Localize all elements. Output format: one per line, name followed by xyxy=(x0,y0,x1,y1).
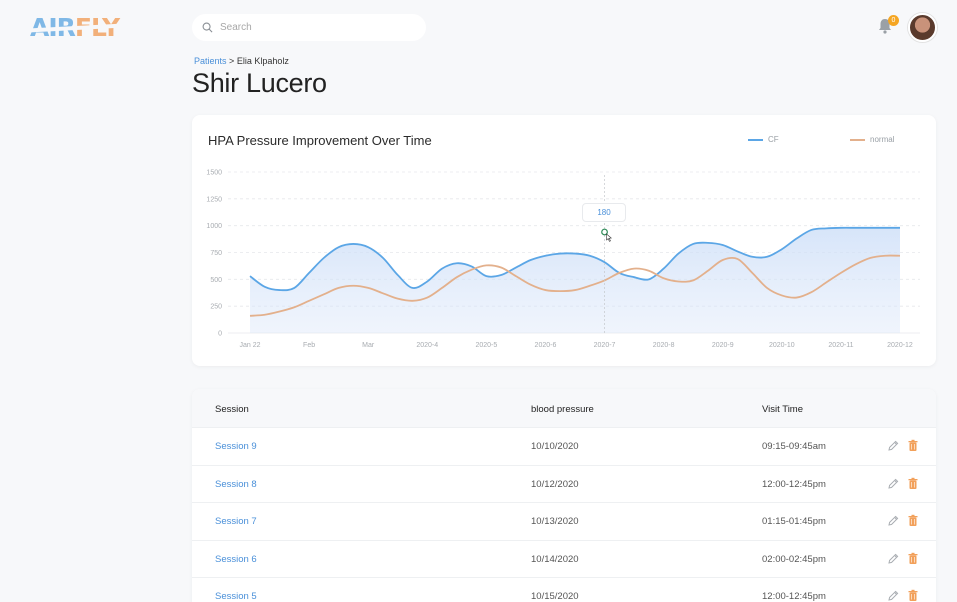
visit-time: 01:15-01:45pm xyxy=(762,516,826,527)
line-chart: 0 250 500 750 1000 1250 1500 Jan 22 Feb Mar 2020-4… xyxy=(206,170,920,349)
x-tick-label: Jan 22 xyxy=(239,342,260,349)
table-row[interactable]: Session 5 10/15/2020 12:00-12:45pm xyxy=(192,577,936,602)
breadcrumb-patients-link[interactable]: Patients xyxy=(194,56,227,66)
table-row[interactable]: Session 9 10/10/2020 09:15-09:45am xyxy=(192,427,936,465)
x-tick-label: 2020-9 xyxy=(712,342,734,349)
column-header-session[interactable]: Session xyxy=(215,404,249,415)
series-line-cf xyxy=(249,226,900,292)
visit-time: 09:15-09:45am xyxy=(762,441,826,452)
table-body: Session 9 10/10/2020 09:15-09:45am Sessi… xyxy=(192,427,936,602)
column-header-visit-time[interactable]: Visit Time xyxy=(762,404,804,415)
visit-time: 12:00-12:45pm xyxy=(762,478,826,490)
trash-icon[interactable] xyxy=(907,514,919,527)
legend-label-normal: normal xyxy=(870,135,895,144)
search-icon xyxy=(202,22,213,33)
y-tick-label: 1000 xyxy=(206,223,222,230)
blood-pressure-date: 10/12/2020 xyxy=(531,478,579,490)
x-tick-label: 2020-10 xyxy=(769,342,795,349)
chart-tooltip: 180 xyxy=(582,203,626,222)
table-row[interactable]: Session 7 10/13/2020 01:15-01:45pm xyxy=(192,502,936,540)
pencil-icon[interactable] xyxy=(887,514,899,527)
x-tick-label: 2020-8 xyxy=(653,342,675,349)
cursor-icon xyxy=(606,233,612,242)
x-tick-label: 2020-12 xyxy=(887,342,913,349)
column-header-blood-pressure[interactable]: blood pressure xyxy=(531,404,594,415)
session-link[interactable]: Session 6 xyxy=(215,553,257,565)
search-input[interactable] xyxy=(220,22,410,33)
sessions-table: Session blood pressure Visit Time Sessio… xyxy=(192,389,936,602)
table-row[interactable]: Session 6 10/14/2020 02:00-02:45pm xyxy=(192,539,936,578)
chart-card: HPA Pressure Improvement Over Time CF no… xyxy=(192,115,936,366)
legend-item-cf[interactable]: CF xyxy=(748,135,779,144)
y-tick-label: 750 xyxy=(210,250,222,257)
notification-badge: 0 xyxy=(888,15,899,26)
trash-icon[interactable] xyxy=(907,477,919,490)
table-row[interactable]: Session 8 10/12/2020 12:00-12:45pm xyxy=(192,464,936,503)
series-area-cf xyxy=(250,227,900,333)
pencil-icon[interactable] xyxy=(887,477,899,490)
y-tick-label: 0 xyxy=(218,331,222,338)
legend-swatch-cf xyxy=(748,138,763,141)
user-avatar[interactable] xyxy=(908,13,937,42)
y-tick-label: 1250 xyxy=(206,196,222,203)
pencil-icon[interactable] xyxy=(887,439,899,452)
blood-pressure-date: 10/15/2020 xyxy=(531,591,579,602)
session-link[interactable]: Session 8 xyxy=(215,478,257,490)
blood-pressure-date: 10/13/2020 xyxy=(531,516,579,527)
x-tick-label: Mar xyxy=(362,342,375,349)
x-tick-label: 2020-7 xyxy=(594,342,616,349)
breadcrumb-current: Elia Klpaholz xyxy=(236,56,289,66)
session-link[interactable]: Session 7 xyxy=(215,516,257,527)
pencil-icon[interactable] xyxy=(887,552,899,565)
x-tick-label: 2020-4 xyxy=(416,342,438,349)
y-tick-label: 1500 xyxy=(206,170,222,177)
trash-icon[interactable] xyxy=(907,439,919,452)
page-title: Shir Lucero xyxy=(192,68,327,98)
x-tick-label: 2020-5 xyxy=(475,342,497,349)
legend-label-cf: CF xyxy=(768,135,779,144)
search-bar[interactable] xyxy=(192,14,426,41)
y-tick-label: 500 xyxy=(210,277,222,284)
hover-point xyxy=(601,228,608,236)
session-link[interactable]: Session 9 xyxy=(215,441,257,452)
y-tick-label: 250 xyxy=(210,304,222,311)
visit-time: 02:00-02:45pm xyxy=(762,553,826,565)
x-tick-label: Feb xyxy=(303,342,315,349)
breadcrumb-separator: > xyxy=(229,56,235,66)
x-tick-label: 2020-11 xyxy=(828,342,853,349)
legend-item-normal[interactable]: normal xyxy=(850,135,894,144)
x-tick-label: 2020-6 xyxy=(535,342,557,349)
session-link[interactable]: Session 5 xyxy=(215,591,257,602)
blood-pressure-date: 10/14/2020 xyxy=(531,553,579,565)
blood-pressure-date: 10/10/2020 xyxy=(531,441,579,452)
table-header: Session blood pressure Visit Time xyxy=(192,389,936,427)
visit-time: 12:00-12:45pm xyxy=(762,591,826,602)
legend-swatch-normal xyxy=(850,138,865,141)
breadcrumb: Patients > Elia Klpaholz xyxy=(194,56,289,66)
trash-icon[interactable] xyxy=(907,552,919,565)
series-line-normal xyxy=(249,254,901,317)
pencil-icon[interactable] xyxy=(887,589,899,602)
app-logo[interactable]: AIRFLY xyxy=(27,14,125,42)
chart-title: HPA Pressure Improvement Over Time xyxy=(208,133,432,148)
trash-icon[interactable] xyxy=(907,589,919,602)
